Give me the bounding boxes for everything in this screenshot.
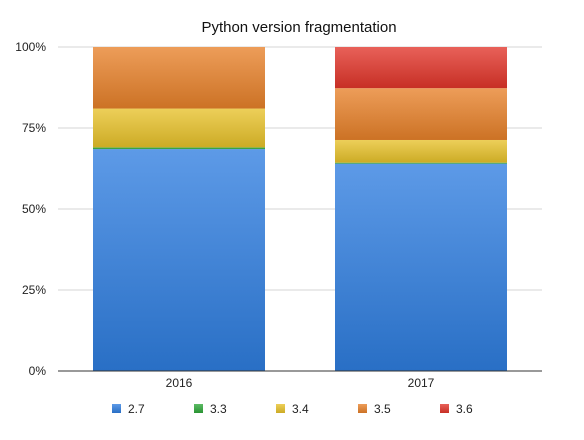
legend-label: 3.3 bbox=[210, 402, 227, 416]
legend-item-3-6: 3.6 bbox=[440, 402, 473, 416]
legend: 2.7 3.3 3.4 3.5 3.6 bbox=[112, 402, 473, 416]
legend-label: 3.4 bbox=[292, 402, 309, 416]
legend-swatch bbox=[358, 404, 367, 413]
bar-segment-3-6-2017 bbox=[335, 47, 507, 89]
legend-item-3-5: 3.5 bbox=[358, 402, 391, 416]
legend-item-2-7: 2.7 bbox=[112, 402, 145, 416]
chart-title: Python version fragmentation bbox=[201, 19, 396, 36]
y-tick-label: 100% bbox=[15, 40, 46, 54]
legend-swatch bbox=[440, 404, 449, 413]
legend-label: 3.6 bbox=[456, 402, 473, 416]
legend-swatch bbox=[194, 404, 203, 413]
bar-segment-3-3-2016 bbox=[93, 147, 265, 150]
bar-segment-3-3-2017 bbox=[335, 162, 507, 164]
legend-label: 2.7 bbox=[128, 402, 145, 416]
x-tick-label: 2016 bbox=[166, 376, 193, 390]
legend-item-3-4: 3.4 bbox=[276, 402, 309, 416]
bar-segment-3-5-2017 bbox=[335, 88, 507, 140]
x-tick-label: 2017 bbox=[408, 376, 435, 390]
legend-swatch bbox=[112, 404, 121, 413]
bars bbox=[93, 47, 507, 371]
legend-label: 3.5 bbox=[374, 402, 391, 416]
y-tick-label: 75% bbox=[22, 121, 46, 135]
axes: 0% 25% 50% 75% 100% 2016 2017 bbox=[15, 40, 542, 390]
bar-segment-3-4-2016 bbox=[93, 108, 265, 148]
y-tick-label: 0% bbox=[29, 364, 47, 378]
bar-segment-2-7-2016 bbox=[93, 149, 265, 371]
legend-swatch bbox=[276, 404, 285, 413]
y-tick-label: 50% bbox=[22, 202, 46, 216]
bar-segment-2-7-2017 bbox=[335, 163, 507, 371]
bar-segment-3-5-2016 bbox=[93, 47, 265, 109]
bar-segment-3-4-2017 bbox=[335, 139, 507, 163]
legend-item-3-3: 3.3 bbox=[194, 402, 227, 416]
y-tick-label: 25% bbox=[22, 283, 46, 297]
